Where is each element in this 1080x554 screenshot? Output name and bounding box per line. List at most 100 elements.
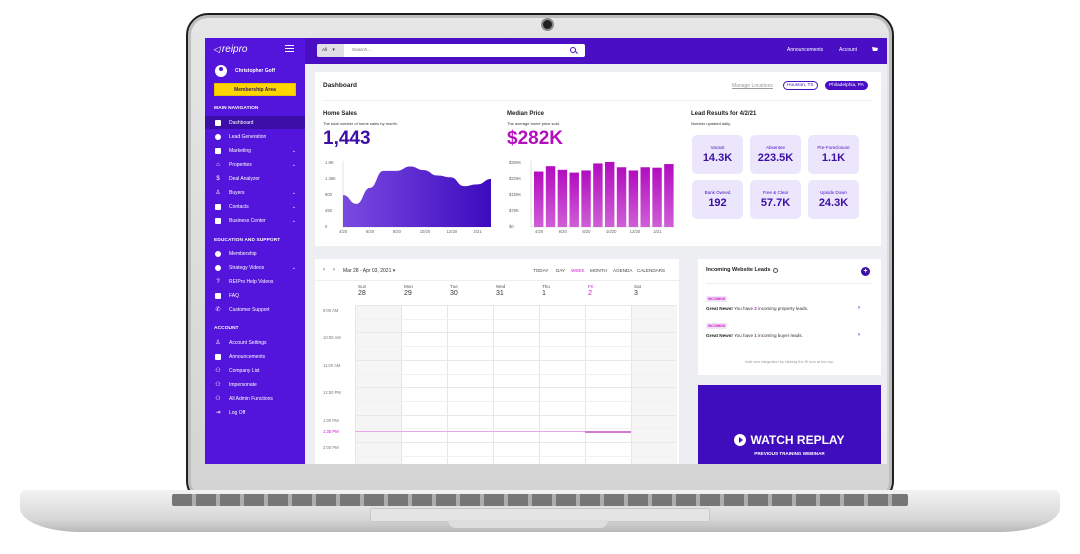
lead-box-pre-foreclosure[interactable]: Pre-Foreclosure 1.1K xyxy=(808,135,859,174)
replay-title-text: WATCH REPLAY xyxy=(750,433,845,447)
median-price-title: Median Price xyxy=(507,111,545,117)
incoming-badge: INCOMING xyxy=(706,296,728,302)
calendar-row-line xyxy=(355,318,676,320)
user-icon: ♙ xyxy=(215,190,221,196)
sidebar-item-help-videos[interactable]: ? REIPro Help Videos xyxy=(205,275,305,288)
group-icon: ⚇ xyxy=(215,396,221,402)
calendar-day-column[interactable] xyxy=(631,305,677,464)
sidebar-item-buyers[interactable]: ♙ Buyers ⌄ xyxy=(205,186,305,199)
calendar-day-header[interactable]: Wed 31 xyxy=(493,284,539,304)
chevron-right-icon[interactable]: › xyxy=(858,332,860,338)
y-axis-tick: $225K xyxy=(509,176,522,181)
membership-icon xyxy=(215,250,221,257)
search-icon[interactable] xyxy=(569,46,579,56)
calendar-day-column[interactable] xyxy=(447,305,493,464)
view-month-button[interactable]: MONTH xyxy=(590,268,607,273)
chevron-right-icon[interactable]: › xyxy=(858,305,860,311)
sidebar-item-dashboard[interactable]: Dashboard xyxy=(205,116,305,129)
time-label: 9:00 AM xyxy=(323,308,339,313)
calendar-day-header[interactable]: Thu 1 xyxy=(539,284,585,304)
calendar-day-column[interactable] xyxy=(539,305,585,464)
lead-box-vacant[interactable]: Vacant 14.3K xyxy=(692,135,743,174)
sidebar-item-deal-analyzer[interactable]: $ Deal Analyzer xyxy=(205,172,305,185)
bar[interactable] xyxy=(593,163,603,227)
bar[interactable] xyxy=(605,161,615,227)
sidebar-item-account-settings[interactable]: ♙ Account Settings xyxy=(205,336,305,349)
info-icon[interactable] xyxy=(773,267,779,273)
sidebar-item-business-center[interactable]: Business Center ⌄ xyxy=(205,214,305,227)
calendar-day-column[interactable] xyxy=(401,305,447,464)
calendar-day-header[interactable]: Tue 30 xyxy=(447,284,493,304)
sidebar-item-impersonate[interactable]: ⚇ Impersonate xyxy=(205,378,305,391)
announcements-link[interactable]: Announcements xyxy=(787,47,824,53)
search-scope-select[interactable]: All ▾ xyxy=(317,44,344,57)
bar[interactable] xyxy=(545,166,556,227)
bar[interactable] xyxy=(534,171,544,227)
view-day-button[interactable]: DAY xyxy=(556,268,566,273)
bar[interactable] xyxy=(664,164,674,227)
lead-box-bank-owned[interactable]: Bank Owned 192 xyxy=(692,180,743,219)
sidebar-item-contacts[interactable]: Contacts ⌄ xyxy=(205,200,305,213)
calendar-day-column[interactable] xyxy=(355,305,401,464)
calendar-day-header[interactable]: Sun 28 xyxy=(355,284,401,304)
date-range-select[interactable]: Mar 28 - Apr 03, 2021 ▾ xyxy=(343,268,395,274)
calendar-day-column[interactable] xyxy=(585,305,631,464)
sidebar-item-properties[interactable]: ⌂ Properties ⌄ xyxy=(205,158,305,171)
lead-box-upside-down[interactable]: Upside Down 24.3K xyxy=(808,180,859,219)
user-profile[interactable]: Christopher Goff xyxy=(215,65,275,77)
bar[interactable] xyxy=(628,170,639,227)
lead-message[interactable]: Great News! You have 2 incoming property… xyxy=(706,306,808,311)
view-calendars-button[interactable]: CALENDARS xyxy=(637,268,666,273)
membership-area-button[interactable]: Membership Area xyxy=(214,83,296,96)
day-number: 3 xyxy=(634,290,638,297)
lead-box-absentee[interactable]: Absentee 223.5K xyxy=(750,135,801,174)
calendar-day-header[interactable]: Fri 2 xyxy=(585,284,631,304)
bar[interactable] xyxy=(652,167,662,227)
day-number: 1 xyxy=(542,290,546,297)
calendar-day-column[interactable] xyxy=(493,305,539,464)
sidebar-item-label: All Admin Functions xyxy=(229,395,273,402)
bar[interactable] xyxy=(581,170,591,227)
sidebar-item-membership[interactable]: Membership xyxy=(205,247,305,260)
lead-message[interactable]: Great News! You have 1 incoming buyer le… xyxy=(706,333,803,338)
logout-icon: ⇥ xyxy=(215,410,221,416)
sidebar-item-faq[interactable]: FAQ xyxy=(205,289,305,302)
bar[interactable] xyxy=(640,167,650,227)
lead-box-free-clear[interactable]: Free & Clear 57.7K xyxy=(750,180,801,219)
bar[interactable] xyxy=(569,172,579,227)
sidebar-item-lead-generation[interactable]: Lead Generation xyxy=(205,130,305,143)
cart-icon[interactable] xyxy=(872,47,878,51)
calendar-day-header[interactable]: Sat 3 xyxy=(631,284,677,304)
day-of-week: Wed xyxy=(496,284,506,289)
account-link[interactable]: Account xyxy=(839,47,858,53)
sidebar-item-company-list[interactable]: ⚇ Company List xyxy=(205,364,305,377)
sidebar-item-marketing[interactable]: Marketing ⌄ xyxy=(205,144,305,157)
view-today-button[interactable]: TODAY xyxy=(533,268,549,273)
view-week-button[interactable]: WEEK xyxy=(571,268,585,273)
brand-logo[interactable]: ◁ reipro xyxy=(213,44,248,55)
bar[interactable] xyxy=(616,167,627,227)
sidebar-item-label: REIPro Help Videos xyxy=(229,278,274,285)
sidebar-item-admin-functions[interactable]: ⚇ All Admin Functions xyxy=(205,392,305,405)
location-pill-houston[interactable]: Houston, TX xyxy=(783,81,818,90)
bar[interactable] xyxy=(557,169,568,227)
manage-locations-link[interactable]: Manage Locations xyxy=(732,83,773,89)
view-agenda-button[interactable]: AGENDA xyxy=(613,268,633,273)
prev-week-icon[interactable]: ‹ xyxy=(323,267,325,273)
watch-replay-banner[interactable]: WATCH REPLAY PREVIOUS TRAINING WEBINAR xyxy=(698,385,881,464)
sidebar-item-log-off[interactable]: ⇥ Log Off xyxy=(205,406,305,419)
sidebar-item-customer-support[interactable]: ✆ Customer Support xyxy=(205,303,305,316)
add-integration-button[interactable]: + xyxy=(861,267,870,276)
search-input[interactable] xyxy=(344,44,569,57)
calendar-day-header[interactable]: Mon 29 xyxy=(401,284,447,304)
hamburger-menu-icon[interactable] xyxy=(285,45,294,52)
sidebar-item-label: Properties xyxy=(229,161,252,168)
next-week-icon[interactable]: › xyxy=(333,267,335,273)
calendar-grid[interactable] xyxy=(355,305,677,464)
sidebar-item-announcements[interactable]: Announcements xyxy=(205,350,305,363)
lead-box-label: Absentee xyxy=(765,145,785,150)
location-pill-philadelphia[interactable]: Philadelphia, PA xyxy=(825,81,868,90)
y-axis-tick: $150K xyxy=(509,192,522,197)
sidebar-item-strategy-videos[interactable]: Strategy Videos ⌄ xyxy=(205,261,305,274)
y-axis-tick: $75K xyxy=(509,208,519,213)
